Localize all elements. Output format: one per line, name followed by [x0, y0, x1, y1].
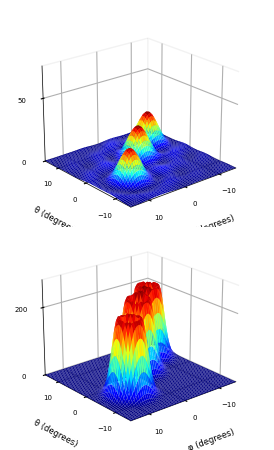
Title: (a) Γ(θ,φ) with 3 signals: (a) Γ(θ,φ) with 3 signals — [79, 248, 195, 258]
X-axis label: φ (degrees): φ (degrees) — [187, 428, 236, 450]
X-axis label: φ (degrees): φ (degrees) — [187, 214, 236, 239]
Y-axis label: θ (degrees): θ (degrees) — [32, 418, 79, 450]
Y-axis label: θ (degrees): θ (degrees) — [32, 205, 79, 236]
